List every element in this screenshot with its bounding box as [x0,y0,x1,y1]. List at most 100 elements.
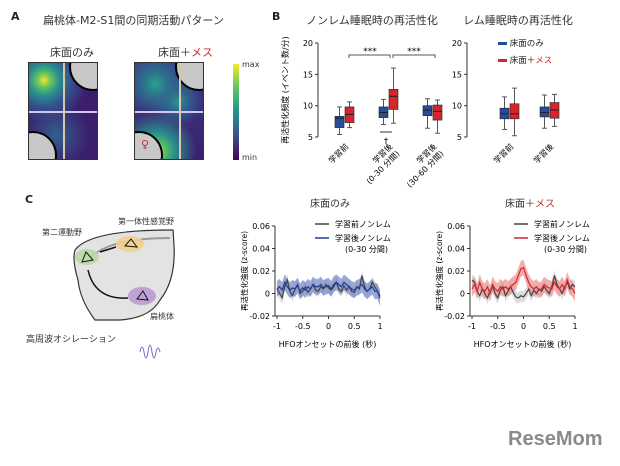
y-axis-label: 再活性化強度 (z-score) [239,231,249,311]
legend-swatch [498,42,507,45]
y-tick-label: 0.02 [447,267,465,276]
y-tick-label: 15 [303,70,313,79]
x-tick-label: -1 [273,322,281,331]
panel-b-label: B [272,10,281,23]
box [539,106,550,118]
y-tick-label: 15 [452,70,462,79]
chart-title-part: 床面＋ [505,197,535,210]
x-tick-label: 学習後 [531,141,555,165]
chart-title: 床面＋メス [505,197,555,210]
legend-item-floor-female: 床面＋メス [498,54,552,66]
y-axis-label: 再活性化頻度 (イベント数/分) [280,36,290,143]
x-tick-label-line: 学習前 [491,141,515,165]
panel-a-label: A [11,10,20,23]
heatmap-floor-female-title: 床面＋メス [158,44,213,60]
y-tick-label: 0 [460,290,465,299]
box [422,105,433,116]
y-tick-label: 0.06 [447,222,465,231]
y-tick-label: 0.06 [252,222,270,231]
y-tick-label: 20 [452,39,462,48]
hfo-waveform-icon [139,344,161,359]
y-tick-label: 0 [265,290,270,299]
series-line [471,275,576,300]
x-axis-label: HFOオンセットの前後 (秒) [474,339,572,349]
legend-label: 学習後ノンレム [534,233,590,243]
arrow-m2-s1 [99,246,117,253]
amygdala-region [128,287,156,305]
x-tick-label: 0.5 [348,322,361,331]
significance-bracket [392,54,436,58]
chart-title-part: メス [535,199,555,210]
x-tick-label: 学習前 [491,141,515,165]
x-tick-label: 0 [521,322,526,331]
colorbar [233,64,239,160]
legend-label: 学習前ノンレム [534,219,590,229]
chart-title: 床面のみ [310,197,350,210]
panel-c-label: C [25,193,34,206]
resemom-logo: ReseMom [508,428,603,450]
y-tick-label: 0.04 [447,245,465,254]
legend-item-floor-only: 床面のみ [498,37,552,49]
series-line [471,266,576,296]
hfo-label: 高周波オシレーション [26,335,116,345]
box [388,89,399,110]
s1-region [116,236,144,252]
title-prefix: 床面＋ [158,46,191,59]
x-axis-label: HFOオンセットの前後 (秒) [279,339,377,349]
y-tick-label: 10 [452,102,462,111]
x-tick-label-line: 学習後 [531,141,555,165]
x-tick-label: 1 [377,322,382,331]
y-tick-label: 5 [308,133,313,142]
legend-label-sub: (0-30 分間) [544,245,587,254]
box [509,103,520,120]
brain-diagram [73,229,175,359]
y-tick-label: 0.02 [252,267,270,276]
legend-label-suffix: メス [535,56,553,66]
chart-title: レム睡眠時の再活性化 [463,13,573,27]
y-tick-label: 10 [303,102,313,111]
x-tick-label: 1 [572,322,577,331]
region-amygdala-label: 扁桃体 [150,312,174,321]
arrow-amygdala-m2 [87,269,129,299]
m2-region [75,249,99,265]
y-tick-label: -0.02 [444,312,465,321]
colorbar-max-label: max [242,60,260,69]
title-suffix: メス [191,46,213,59]
network-icons [81,238,149,301]
trend-label: † [384,137,389,147]
x-tick-label-line: 学習前 [326,141,350,165]
region-s1-label: 第一体性感覚野 [118,217,174,226]
significance-bracket [348,54,391,58]
legend-label: 床面のみ [509,39,544,49]
y-tick-label: 20 [303,39,313,48]
legend-label: 学習後ノンレム [335,233,391,243]
heatmap-floor-female: ♀ [134,62,204,160]
region-m2-label: 第二運動野 [42,228,82,237]
y-axis-label: 再活性化強度 (z-score) [434,231,444,311]
x-tick-label: -0.5 [490,322,506,331]
x-tick-label: -0.5 [295,322,311,331]
x-tick-label: 学習後(0-30 分間) [357,141,402,186]
significance-label: *** [407,47,421,57]
series-line [276,275,381,300]
legend-label-sub: (0-30 分間) [345,245,388,254]
y-tick-label: 5 [457,133,462,142]
x-tick-label: 学習後(30-60 分間) [397,141,445,189]
heatmap-floor-only [28,62,98,160]
series-line [276,280,381,299]
legend-swatch [498,59,507,62]
chart-title-part: 床面のみ [310,197,350,210]
legend-label: 学習前ノンレム [335,219,391,229]
x-tick-label: 学習前 [326,141,350,165]
panel-a-title: 扁桃体-M2-S1間の同期活動パターン [43,14,224,27]
x-tick-label: -1 [468,322,476,331]
colorbar-min-label: min [242,153,258,162]
legend-label: 床面＋ [509,56,536,66]
chart-title: ノンレム睡眠時の再活性化 [306,13,438,27]
legend: 床面のみ 床面＋メス [498,37,552,66]
y-tick-label: -0.02 [249,312,270,321]
confidence-band [277,274,380,306]
x-tick-label: 0 [326,322,331,331]
